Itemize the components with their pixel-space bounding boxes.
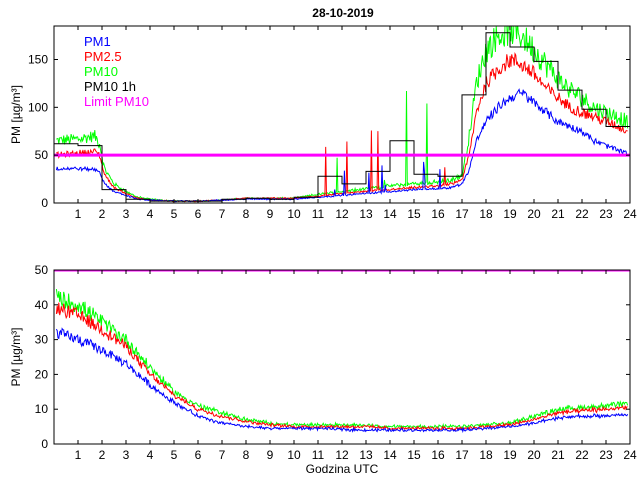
chart-panel-1: 1 2 3 4 5 6 7 8 9 10 11 12 13 14 15 16 17 18 19 20 21 22 23 240… — [9, 25, 637, 221]
series-line-pm10 — [55, 289, 629, 430]
x-tick-label: 17 — [455, 207, 469, 221]
y-tick-label: 30 — [35, 333, 49, 347]
x-tick-label: 8 — [243, 448, 250, 462]
x-tick-label: 24 — [623, 207, 637, 221]
x-tick-label: 3 — [123, 448, 130, 462]
x-tick-label: 11 — [312, 448, 325, 462]
x-tick-label: 20 — [527, 448, 541, 462]
x-tick-label: 14 — [383, 448, 397, 462]
x-tick-label: 24 — [623, 448, 637, 462]
x-tick-label: 9 — [267, 448, 274, 462]
series-line-pm1 — [55, 327, 629, 434]
x-tick-label: 12 — [335, 207, 349, 221]
x-tick-label: 4 — [147, 207, 154, 221]
y-tick-label: 50 — [35, 263, 49, 277]
legend-entry: PM1 — [84, 34, 111, 49]
chart-panel-2: 1 2 3 4 5 6 7 8 9 10 11 12 13 14 15 16 17 18 19 20 21 22 23 240… — [9, 263, 637, 476]
figure-title: 28-10-2019 — [312, 6, 374, 20]
x-tick-label: 5 — [171, 207, 178, 221]
x-tick-label: 10 — [287, 448, 301, 462]
y-axis-label: PM [µg/m³] — [9, 328, 23, 387]
x-tick-label: 4 — [147, 448, 154, 462]
x-axis-label: Godzina UTC — [306, 462, 379, 476]
x-tick-label: 20 — [527, 207, 541, 221]
series-line-pm25 — [55, 302, 628, 431]
legend-entry: PM2.5 — [84, 49, 122, 64]
y-tick-label: 50 — [35, 148, 49, 162]
x-tick-label: 23 — [599, 448, 613, 462]
x-tick-label: 17 — [455, 448, 469, 462]
y-tick-label: 150 — [28, 52, 48, 66]
y-tick-label: 10 — [35, 402, 49, 416]
x-tick-label: 14 — [383, 207, 397, 221]
y-tick-label: 20 — [35, 367, 49, 381]
x-tick-label: 13 — [359, 448, 373, 462]
x-tick-label: 18 — [479, 448, 493, 462]
x-tick-label: 2 — [99, 207, 106, 221]
x-tick-label: 7 — [219, 207, 226, 221]
x-tick-label: 6 — [195, 448, 202, 462]
x-tick-label: 11 — [312, 207, 325, 221]
y-tick-label: 0 — [41, 437, 48, 451]
x-tick-label: 23 — [599, 207, 613, 221]
y-tick-label: 40 — [35, 298, 49, 312]
x-tick-label: 21 — [551, 207, 565, 221]
y-axis-label: PM [µg/m³] — [9, 85, 23, 144]
legend-entry: Limit PM10 — [84, 94, 149, 109]
plot-area — [54, 270, 630, 434]
x-tick-label: 19 — [503, 207, 517, 221]
x-tick-label: 9 — [267, 207, 274, 221]
x-tick-label: 5 — [171, 448, 178, 462]
x-tick-label: 22 — [575, 207, 589, 221]
x-tick-label: 18 — [479, 207, 493, 221]
y-tick-label: 0 — [41, 196, 48, 210]
y-tick-label: 100 — [28, 100, 48, 114]
x-tick-label: 15 — [407, 448, 421, 462]
x-tick-label: 3 — [123, 207, 130, 221]
series-line-pm1 — [55, 88, 628, 203]
x-tick-label: 16 — [431, 448, 445, 462]
x-tick-label: 21 — [551, 448, 565, 462]
x-tick-label: 8 — [243, 207, 250, 221]
legend-entry: PM10 — [84, 64, 118, 79]
x-tick-label: 2 — [99, 448, 106, 462]
x-tick-label: 12 — [335, 448, 349, 462]
x-tick-label: 22 — [575, 448, 589, 462]
x-tick-label: 1 — [75, 207, 82, 221]
x-tick-label: 15 — [407, 207, 421, 221]
x-tick-label: 1 — [75, 448, 82, 462]
x-tick-label: 10 — [287, 207, 301, 221]
x-tick-label: 16 — [431, 207, 445, 221]
x-tick-label: 19 — [503, 448, 517, 462]
x-tick-label: 7 — [219, 448, 226, 462]
legend-entry: PM10 1h — [84, 79, 136, 94]
x-tick-label: 6 — [195, 207, 202, 221]
x-tick-label: 13 — [359, 207, 373, 221]
